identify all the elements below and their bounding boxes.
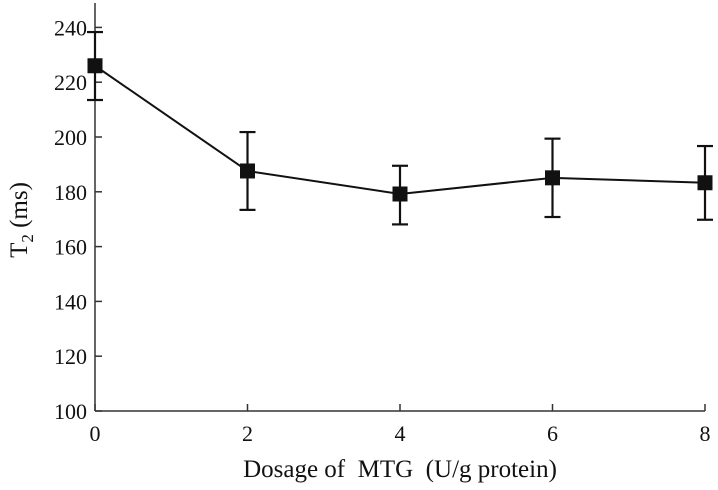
x-axis-label: Dosage of MTG (U/g protein) <box>243 456 557 483</box>
data-point <box>545 170 560 186</box>
y-axis-label: T2 (ms) <box>6 182 37 258</box>
y-tick-label: 240 <box>54 15 87 40</box>
y-tick-label: 160 <box>54 235 87 260</box>
series <box>87 30 713 226</box>
data-point <box>240 163 255 179</box>
ticks: 0 2 4 6 8 100 120 140 160 180 200 220 240 <box>54 15 711 446</box>
x-tick-label: 6 <box>547 421 558 446</box>
x-tick-label: 0 <box>90 421 101 446</box>
x-tick-label: 8 <box>700 421 711 446</box>
x-tick-label: 4 <box>395 421 406 446</box>
data-point <box>87 58 103 74</box>
x-tick-label: 2 <box>242 421 253 446</box>
y-tick-label: 200 <box>54 125 87 150</box>
y-tick-label: 140 <box>54 289 87 314</box>
y-tick-label: 120 <box>54 344 87 369</box>
data-point <box>392 186 408 202</box>
y-tick-label: 180 <box>54 180 87 205</box>
y-tick-label: 100 <box>54 399 87 424</box>
y-tick-label: 220 <box>54 70 87 95</box>
data-point <box>697 175 713 191</box>
